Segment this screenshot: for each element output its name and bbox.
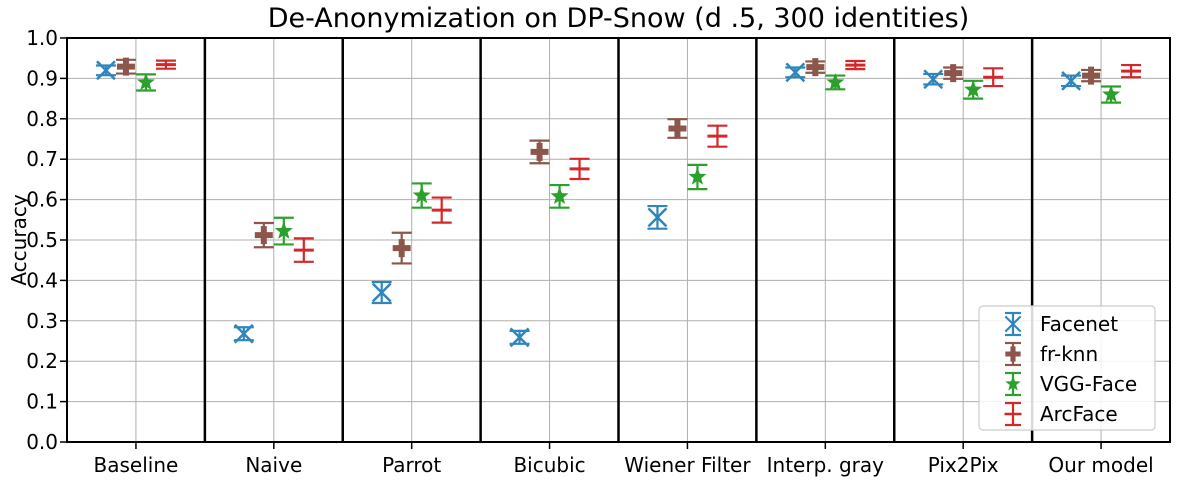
x-category-label: Parrot: [382, 453, 441, 477]
x-category-label: Pix2Pix: [928, 453, 999, 477]
x-marker: [1004, 315, 1022, 333]
y-tick-label: 0.5: [26, 228, 58, 252]
x-marker: [509, 327, 530, 348]
legend-label: VGG-Face: [1040, 372, 1137, 396]
y-tick-label: 0.3: [26, 309, 58, 333]
star-marker: [1102, 85, 1121, 103]
x-marker: [923, 69, 944, 90]
y-tick-label: 0.7: [26, 147, 58, 171]
y-axis-label: Accuracy: [7, 194, 31, 285]
y-tick-label: 0.0: [26, 430, 58, 454]
star-marker: [688, 167, 707, 185]
x-marker: [647, 207, 668, 228]
x-marker: [1061, 70, 1081, 91]
legend-label: Facenet: [1040, 312, 1118, 336]
star-marker: [1005, 375, 1021, 391]
y-tick-label: 1.0: [26, 26, 58, 50]
x-category-label: Naive: [245, 453, 302, 477]
star-marker: [136, 72, 155, 91]
plus-marker: [530, 142, 549, 161]
y-tick-label: 0.8: [26, 107, 58, 131]
x-marker: [233, 323, 254, 344]
star-marker: [826, 72, 845, 91]
y-tick-label: 0.9: [26, 66, 58, 90]
x-category-label: Bicubic: [513, 453, 585, 477]
x-marker: [785, 62, 806, 83]
y-tick-label: 0.6: [26, 188, 58, 212]
legend-box: [978, 305, 1156, 431]
legend-label: ArcFace: [1040, 402, 1118, 426]
y-tick-label: 0.2: [26, 349, 58, 373]
chart-title: De-Anonymization on DP-Snow (d .5, 300 i…: [268, 3, 970, 34]
star-marker: [274, 221, 293, 239]
plus-marker: [1005, 346, 1021, 362]
plus-marker: [668, 119, 687, 138]
star-marker: [412, 186, 431, 204]
star-marker: [964, 80, 983, 98]
x-category-label: Wiener Filter: [624, 453, 751, 477]
legend-label: fr-knn: [1040, 342, 1098, 366]
x-marker: [96, 60, 116, 81]
plus-marker: [392, 239, 411, 258]
plus-marker: [254, 226, 273, 245]
plus-marker: [1082, 66, 1101, 85]
star-marker: [550, 186, 569, 205]
x-category-label: Our model: [1048, 453, 1153, 477]
plus-marker: [116, 57, 135, 76]
x-category-label: Baseline: [94, 453, 179, 477]
x-category-label: Interp. gray: [767, 453, 885, 477]
plus-marker: [944, 64, 963, 83]
x-marker: [371, 282, 392, 303]
plus-marker: [806, 58, 825, 77]
y-tick-label: 0.4: [26, 268, 58, 292]
y-tick-label: 0.1: [26, 390, 58, 414]
